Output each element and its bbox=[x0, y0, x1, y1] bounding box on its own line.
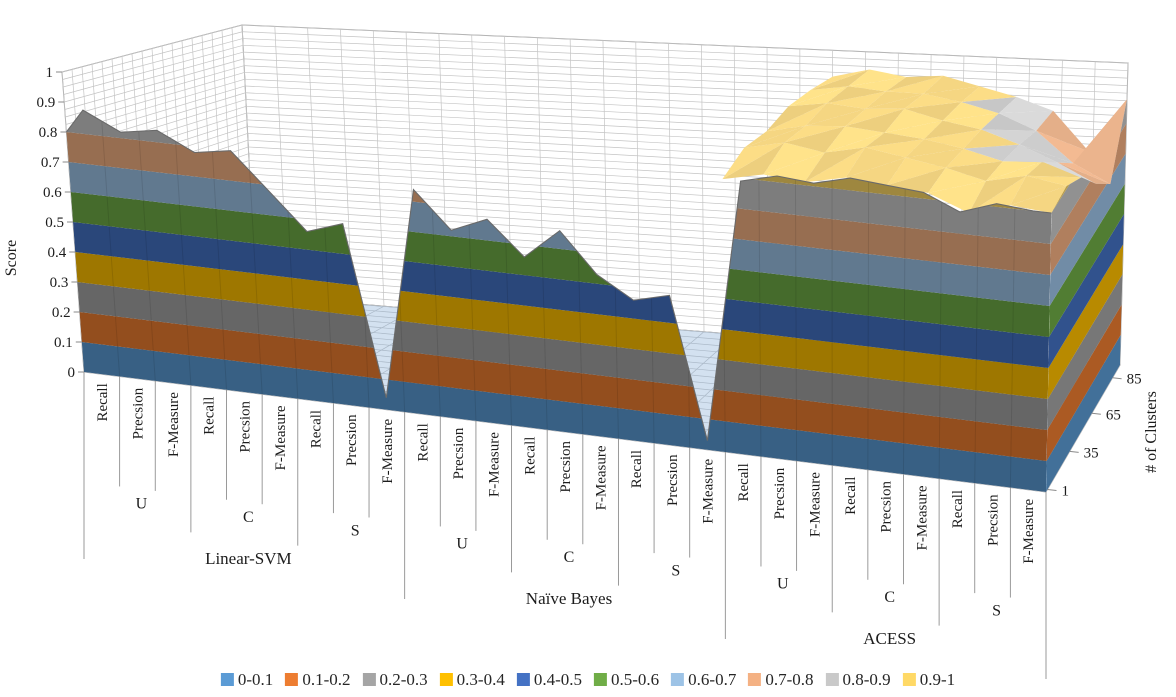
clusters-axis-title: # of Clusters bbox=[1143, 391, 1160, 473]
subgroup-label: C bbox=[564, 549, 575, 566]
score-tick-label: 0.3 bbox=[50, 275, 69, 291]
legend-item: 0.8-0.9 bbox=[825, 670, 891, 690]
metric-label: Precsion bbox=[772, 467, 788, 519]
score-axis-title: Score bbox=[3, 240, 20, 276]
legend-swatch bbox=[902, 673, 916, 686]
score-tick-label: 0.2 bbox=[52, 305, 71, 321]
subgroup-label: U bbox=[777, 576, 789, 593]
chart-generated: 0 0.1 0.2 0.3 0.4 0.5 0.6 0.7 0.8 0.9 1 1 35 65 85 Reca… bbox=[36, 24, 1142, 679]
classifier-label: Naïve Bayes bbox=[526, 589, 612, 608]
metric-label: Precsion bbox=[130, 387, 146, 439]
metric-label: F-Measure bbox=[380, 418, 396, 483]
clusters-tick-label: 1 bbox=[1061, 483, 1069, 499]
legend-item: 0.6-0.7 bbox=[671, 670, 736, 690]
surface-top-edge bbox=[65, 109, 1052, 441]
legend-label: 0.2-0.3 bbox=[379, 670, 428, 689]
legend-label: 0.7-0.8 bbox=[765, 670, 814, 689]
metric-label: Precsion bbox=[986, 494, 1002, 546]
legend-item: 0.4-0.5 bbox=[516, 670, 582, 690]
metric-label: Recall bbox=[629, 450, 645, 488]
legend-item: 0.2-0.3 bbox=[362, 670, 428, 690]
legend-item: 0-0.1 bbox=[220, 670, 274, 690]
metric-label: Recall bbox=[309, 410, 325, 448]
metric-label: Recall bbox=[950, 490, 966, 528]
clusters-tick-label: 85 bbox=[1127, 372, 1142, 388]
metric-label: F-Measure bbox=[701, 458, 717, 523]
metric-label: Precsion bbox=[558, 441, 574, 493]
legend-label: 0.4-0.5 bbox=[533, 670, 582, 689]
legend-label: 0.1-0.2 bbox=[302, 670, 351, 689]
subgroup-label: C bbox=[243, 509, 254, 526]
metric-label: Recall bbox=[843, 477, 859, 515]
legend-swatch bbox=[439, 673, 453, 686]
category-axis: Recall Precsion F-Measure Recall Precsion F-M… bbox=[83, 372, 1047, 679]
legend-label: 0.9-1 bbox=[919, 670, 956, 689]
acess-plateau-mesh bbox=[722, 69, 1127, 213]
clusters-tick-label: 35 bbox=[1084, 445, 1099, 461]
classifier-label: Linear-SVM bbox=[205, 549, 292, 568]
legend-label: 0.3-0.4 bbox=[456, 670, 505, 689]
score-tick-label: 0.8 bbox=[39, 125, 58, 141]
metric-label: F-Measure bbox=[166, 392, 182, 457]
score-tick-label: 0.4 bbox=[47, 245, 66, 261]
score-tick-label: 0.6 bbox=[43, 185, 62, 201]
metric-label: Precsion bbox=[665, 454, 681, 506]
metric-label: Precsion bbox=[237, 401, 253, 453]
legend-swatch bbox=[825, 673, 839, 686]
score-tick-label: 0.5 bbox=[45, 215, 64, 231]
score-axis: 0 0.1 0.2 0.3 0.4 0.5 0.6 0.7 0.8 0.9 1 bbox=[36, 65, 84, 381]
metric-label: Precsion bbox=[344, 414, 360, 466]
legend-item: 0.3-0.4 bbox=[439, 670, 505, 690]
legend-item: 0.5-0.6 bbox=[594, 670, 659, 690]
score-tick-label: 0.1 bbox=[54, 335, 73, 351]
legend-swatch bbox=[671, 673, 685, 686]
legend-item: 0.9-1 bbox=[902, 670, 956, 690]
legend-item: 0.7-0.8 bbox=[748, 670, 814, 690]
classifier-label: ACESS bbox=[863, 629, 916, 648]
metric-label: F-Measure bbox=[807, 472, 823, 537]
score-tick-label: 0.9 bbox=[36, 95, 55, 111]
subgroup-label: U bbox=[456, 536, 468, 553]
metric-label: F-Measure bbox=[1021, 498, 1037, 563]
legend-swatch bbox=[594, 673, 607, 686]
subgroup-label: U bbox=[136, 496, 148, 513]
clusters-tick-label: 65 bbox=[1106, 407, 1121, 423]
legend-swatch bbox=[285, 673, 299, 686]
score-tick-label: 1 bbox=[46, 65, 54, 81]
metric-label: F-Measure bbox=[914, 485, 930, 550]
metric-label: Recall bbox=[95, 383, 111, 421]
score-tick-label: 0 bbox=[68, 365, 76, 381]
metric-label: Recall bbox=[415, 423, 431, 461]
metric-label: Precsion bbox=[451, 427, 467, 479]
metric-label: Recall bbox=[202, 397, 218, 435]
subgroup-label: C bbox=[884, 589, 895, 606]
legend: 0-0.1 0.1-0.2 0.2-0.3 0.3-0.4 0.4-0.5 0.5-0.6… bbox=[215, 670, 961, 690]
legend-label: 0-0.1 bbox=[237, 670, 274, 689]
legend-item: 0.1-0.2 bbox=[285, 670, 350, 690]
score-tick-label: 0.7 bbox=[41, 155, 60, 171]
legend-label: 0.5-0.6 bbox=[611, 670, 660, 689]
legend-label: 0.8-0.9 bbox=[842, 670, 891, 689]
metric-label: F-Measure bbox=[273, 405, 289, 470]
subgroup-label: S bbox=[992, 602, 1001, 619]
legend-swatch bbox=[748, 673, 762, 686]
metric-label: Precsion bbox=[879, 481, 895, 533]
metric-label: F-Measure bbox=[487, 432, 503, 497]
metric-label: F-Measure bbox=[594, 445, 610, 510]
metric-label: Recall bbox=[522, 437, 538, 475]
subgroup-label: S bbox=[351, 522, 360, 539]
clusters-axis: 1 35 65 85 bbox=[1047, 372, 1142, 499]
legend-swatch bbox=[516, 673, 530, 686]
legend-swatch bbox=[220, 673, 234, 686]
legend-label: 0.6-0.7 bbox=[688, 670, 737, 689]
subgroup-label: S bbox=[671, 562, 680, 579]
metric-label: Recall bbox=[736, 463, 752, 501]
legend-swatch bbox=[362, 673, 376, 686]
